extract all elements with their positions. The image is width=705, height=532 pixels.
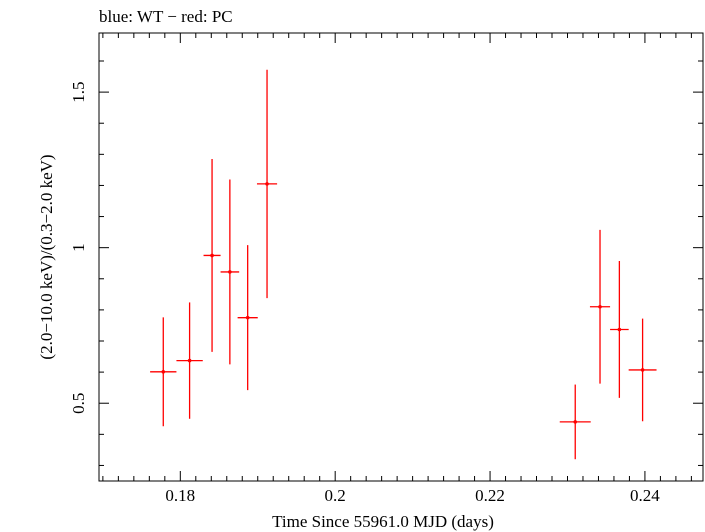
plot-area bbox=[98, 32, 704, 482]
data-series bbox=[150, 69, 657, 460]
point-marker bbox=[161, 370, 166, 374]
data-point bbox=[237, 245, 258, 391]
point-marker bbox=[228, 270, 232, 274]
x-axis-label: Time Since 55961.0 MJD (days) bbox=[272, 512, 494, 531]
y-axis: 0.5 1 1.5 bbox=[69, 60, 703, 466]
point-marker bbox=[573, 420, 578, 424]
x-tick-label: 0.22 bbox=[475, 486, 505, 505]
y-tick-label: 0.5 bbox=[69, 393, 88, 414]
data-point bbox=[176, 302, 203, 419]
chart-title: blue: WT − red: PC bbox=[99, 7, 233, 26]
point-marker bbox=[640, 368, 645, 372]
point-marker bbox=[245, 315, 250, 320]
point-marker bbox=[210, 253, 214, 258]
data-point bbox=[203, 159, 221, 352]
point-marker bbox=[187, 358, 192, 363]
point-marker bbox=[617, 327, 622, 332]
data-point bbox=[256, 69, 278, 299]
x-axis: 0.18 0.2 0.22 0.24 bbox=[102, 33, 692, 505]
y-tick-label: 1 bbox=[69, 243, 88, 252]
data-point bbox=[589, 229, 611, 384]
data-point bbox=[628, 318, 657, 422]
y-axis-label: (2.0−10.0 keV)/(0.3−2.0 keV) bbox=[37, 154, 56, 359]
point-marker bbox=[598, 304, 602, 309]
data-point bbox=[220, 179, 240, 365]
data-point bbox=[150, 317, 177, 427]
point-marker bbox=[265, 182, 269, 186]
x-tick-label: 0.24 bbox=[630, 486, 660, 505]
y-tick-label: 1.5 bbox=[69, 81, 88, 102]
data-point bbox=[610, 261, 629, 398]
x-tick-label: 0.18 bbox=[165, 486, 195, 505]
x-tick-label: 0.2 bbox=[325, 486, 346, 505]
data-point bbox=[559, 384, 591, 460]
